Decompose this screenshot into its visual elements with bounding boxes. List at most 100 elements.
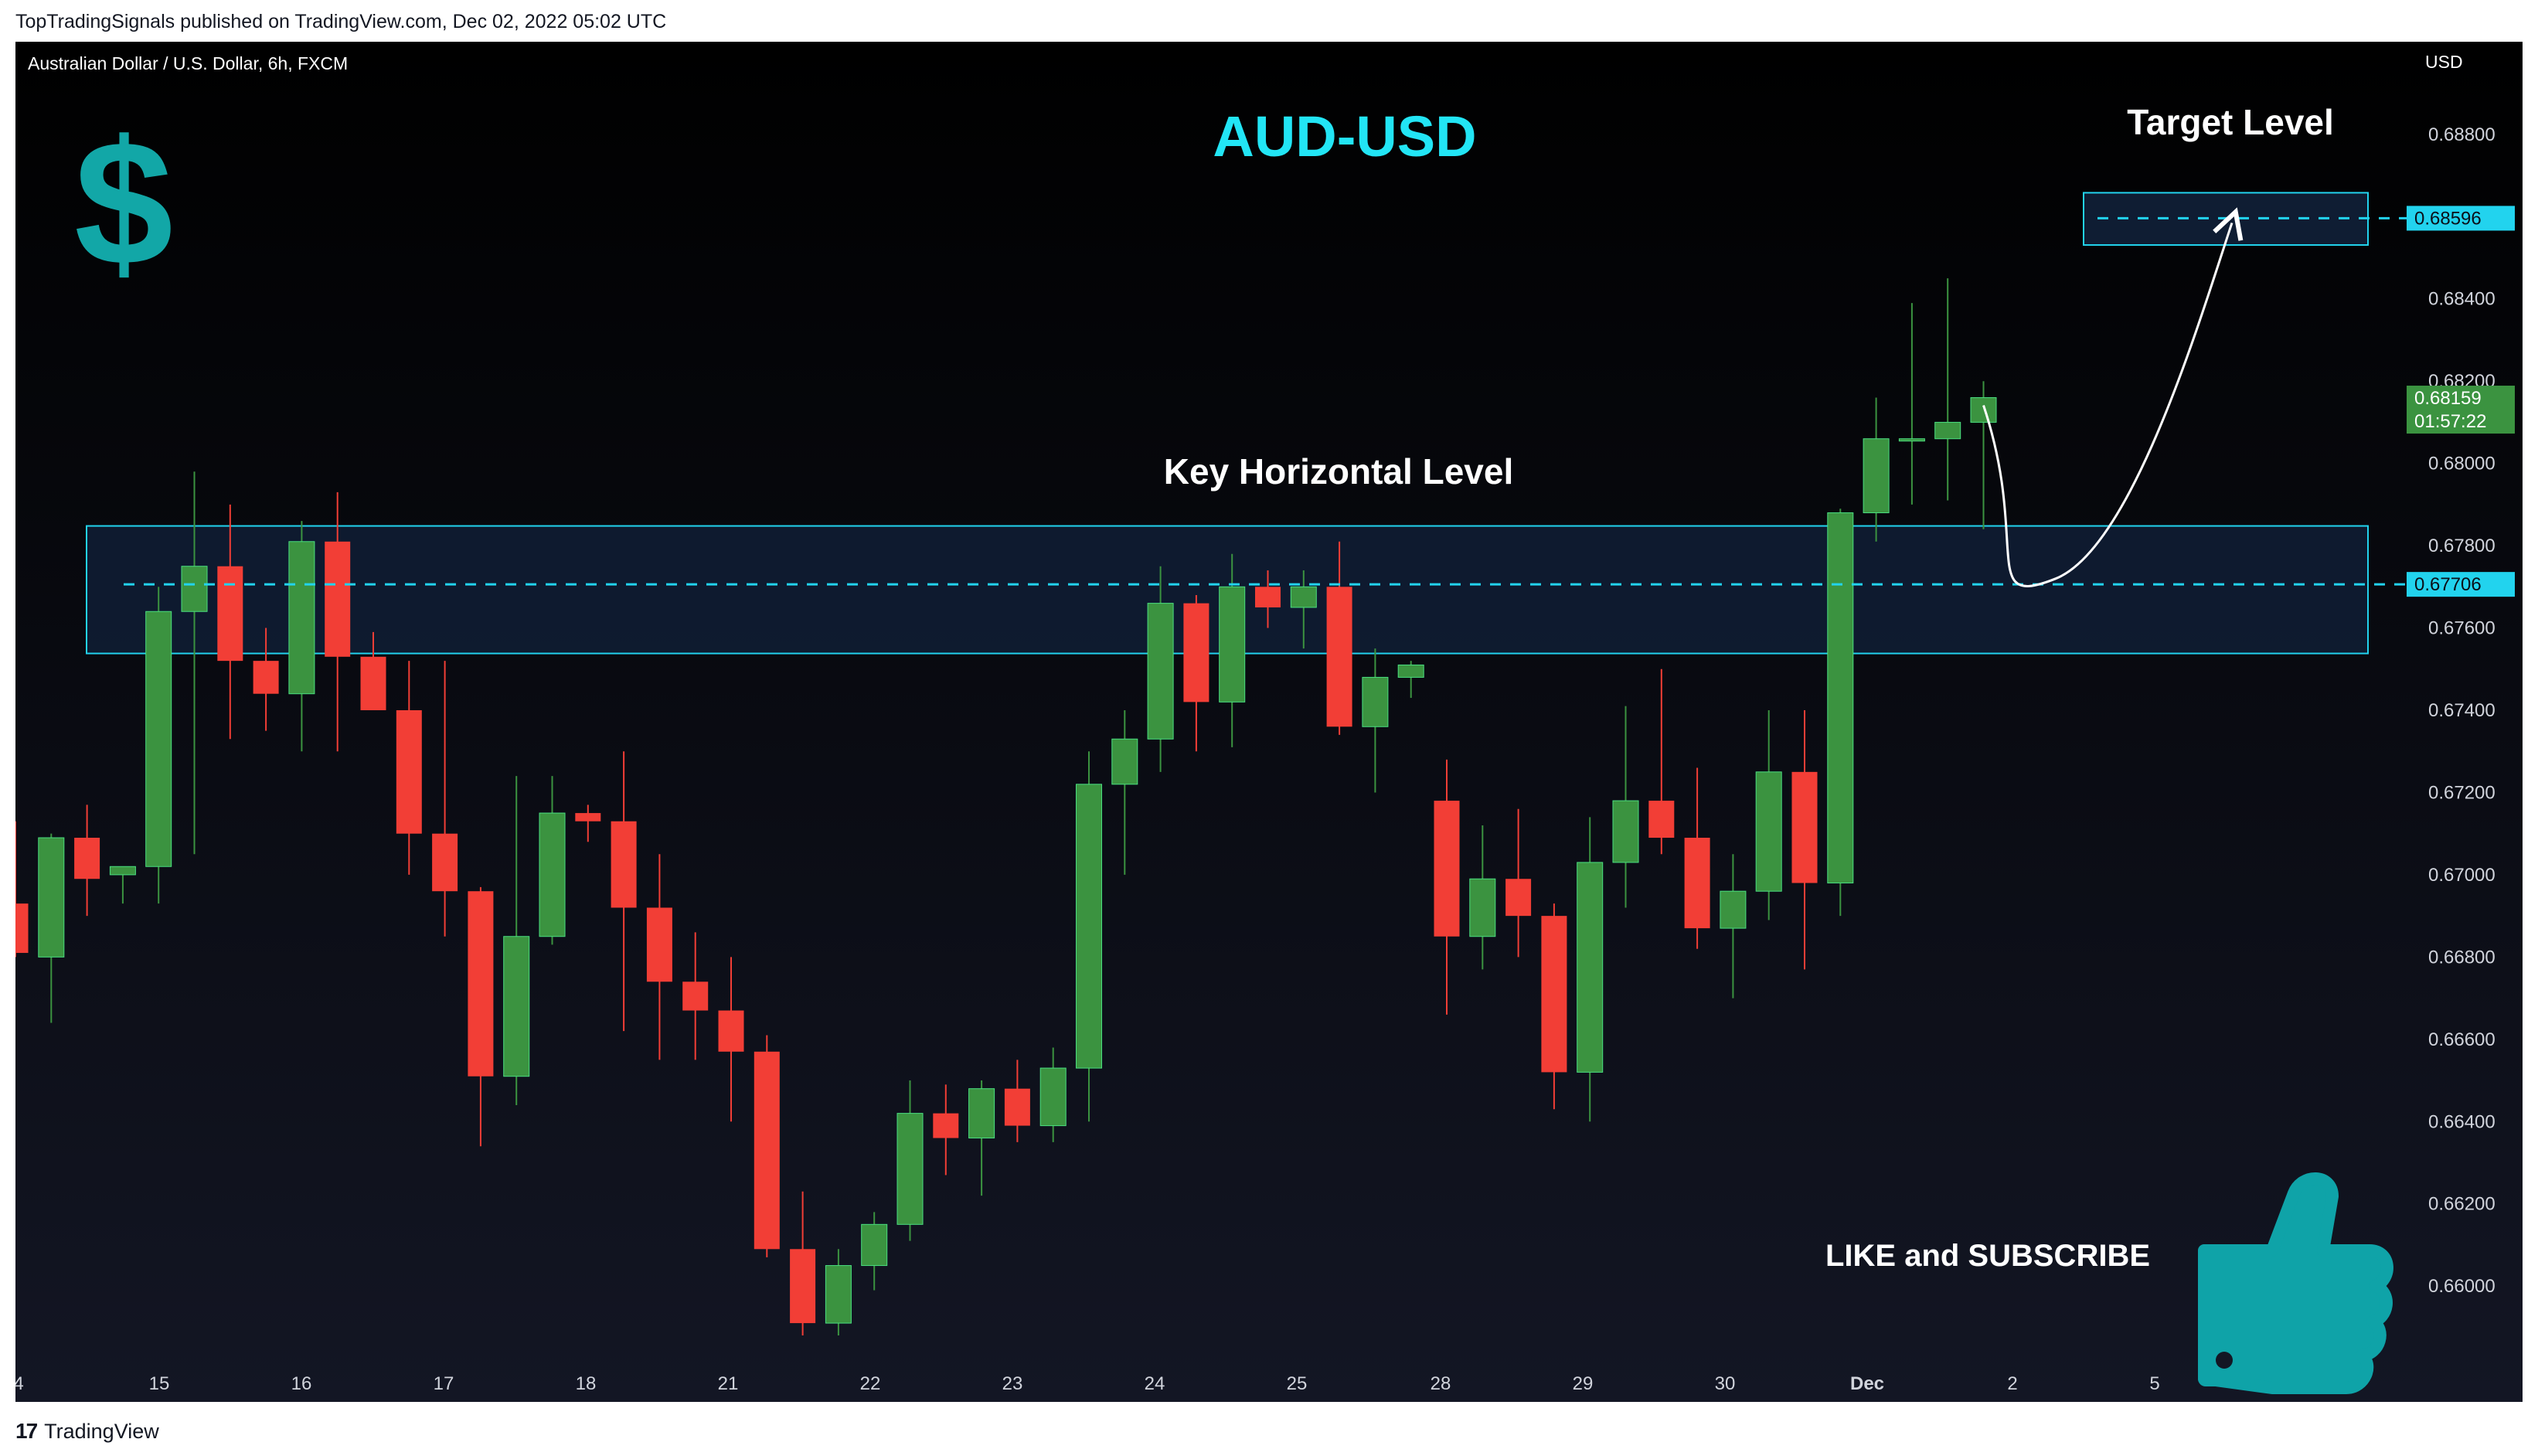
candle-body [1648,801,1675,838]
x-tick-label: 15 [149,1373,170,1394]
candle-body [1290,586,1317,608]
x-tick-label: 22 [860,1373,881,1394]
candle-body [861,1223,888,1267]
y-tick-label: 0.66000 [2428,1276,2495,1297]
candle-body [1434,801,1460,937]
candle-body [360,656,386,710]
x-tick-label: 30 [1715,1373,1736,1394]
candle-body [503,936,530,1077]
brand-text: TradingView [44,1419,159,1443]
candles-group [2,278,1997,1336]
candle-body [1469,878,1496,937]
candle-body [1039,1067,1067,1127]
x-tick-label: 29 [1573,1373,1594,1394]
candle-body [1219,586,1246,702]
target-level-badge-text: 0.68596 [2414,208,2482,229]
candle-body [1898,438,1925,442]
y-tick-label: 0.67000 [2428,865,2495,886]
y-tick-label: 0.67600 [2428,618,2495,639]
currency-label: USD [2425,52,2463,72]
candle-body [1720,890,1747,929]
candle-body [1863,438,1890,514]
candle-body [1612,800,1639,863]
x-tick-label: 25 [1287,1373,1308,1394]
key-level-label: Key Horizontal Level [1164,451,1513,492]
candle-body [1397,664,1424,678]
candle-body [1970,396,1997,423]
candle-body [325,541,351,657]
x-tick-label: Dec [1850,1373,1884,1394]
key-level-badge-text: 0.67706 [2414,574,2482,595]
candle-body [1255,587,1281,607]
candle-body [1577,862,1604,1073]
candle-body [432,833,458,892]
candle-body [682,981,709,1011]
candle-body [1755,771,1782,892]
candle-body [896,1113,924,1225]
chart-container[interactable]: 0.68800 0.68400 0.68200 0.68000 0.67800 0.676… [2,42,2523,1402]
y-tick-label: 0.68800 [2428,124,2495,145]
candle-body [1326,587,1352,727]
x-tick-label: 4 [15,1373,24,1394]
candle-body [2,903,29,954]
x-tick-label: 2 [2007,1373,2017,1394]
candle-body [1183,603,1209,702]
x-tick-label: 5 [2149,1373,2159,1394]
x-tick-label: 21 [718,1373,739,1394]
candle-body [1791,771,1818,883]
projection-arrow [1982,223,2233,587]
y-tick-label: 0.67400 [2428,700,2495,721]
y-tick-label: 0.66600 [2428,1029,2495,1050]
candle-body [253,661,279,694]
symbol-label: Australian Dollar / U.S. Dollar, 6h, FXC… [28,53,348,73]
publish-info: TopTradingSignals published on TradingVi… [15,11,667,32]
dollar-icon: $ [74,104,173,302]
candle-body [145,611,172,867]
time-axis[interactable]: 4151617182122232425282930Dec256 [13,1373,2302,1394]
candle-body [38,837,65,958]
candle-body [1541,916,1567,1073]
candle-body [968,1088,995,1139]
y-tick-label: 0.67800 [2428,536,2495,556]
candle-body [575,813,601,822]
candle-body [1147,603,1174,740]
candle-body [1111,738,1138,785]
x-tick-label: 23 [1002,1373,1023,1394]
target-level-badge [2407,206,2515,231]
candle-body [217,566,243,662]
candle-body [1004,1088,1030,1126]
chart-title: AUD-USD [1213,104,1476,168]
candle-body [74,838,100,879]
key-level-badge [2407,572,2515,597]
y-tick-label: 0.68000 [2428,454,2495,475]
candle-body [109,866,136,876]
candle-body [539,812,566,937]
candle-body [396,710,422,834]
candle-body [1684,838,1710,929]
candle-body [825,1265,852,1324]
candle-body [646,907,672,982]
candle-body [1362,676,1389,727]
y-tick-label: 0.67200 [2428,782,2495,803]
candle-body [181,566,208,612]
candle-body [611,821,637,908]
price-axis[interactable]: 0.688000.684000.682000.680000.678000.676… [2407,124,2515,1297]
y-tick-label: 0.68400 [2428,289,2495,310]
x-tick-label: 18 [576,1373,597,1394]
candlestick-chart[interactable]: 0.688000.684000.682000.680000.678000.676… [2,42,2523,1402]
thumbs-up-icon[interactable] [2198,1172,2393,1394]
target-level-label: Target Level [2127,102,2334,142]
cta-text: LIKE and SUBSCRIBE [1825,1239,2150,1273]
candle-body [1827,512,1854,884]
footer-brand[interactable]: 17 TradingView [15,1419,159,1444]
last-price-badge-countdown: 01:57:22 [2414,411,2486,432]
candle-body [718,1010,744,1052]
x-tick-label: 17 [434,1373,454,1394]
last-price-badge-text: 0.68159 [2414,388,2482,409]
y-tick-label: 0.66400 [2428,1111,2495,1132]
candle-body [1076,784,1102,1069]
candle-body [933,1113,959,1138]
candle-body [1934,421,1961,440]
x-tick-label: 28 [1431,1373,1451,1394]
candle-body [468,891,494,1077]
